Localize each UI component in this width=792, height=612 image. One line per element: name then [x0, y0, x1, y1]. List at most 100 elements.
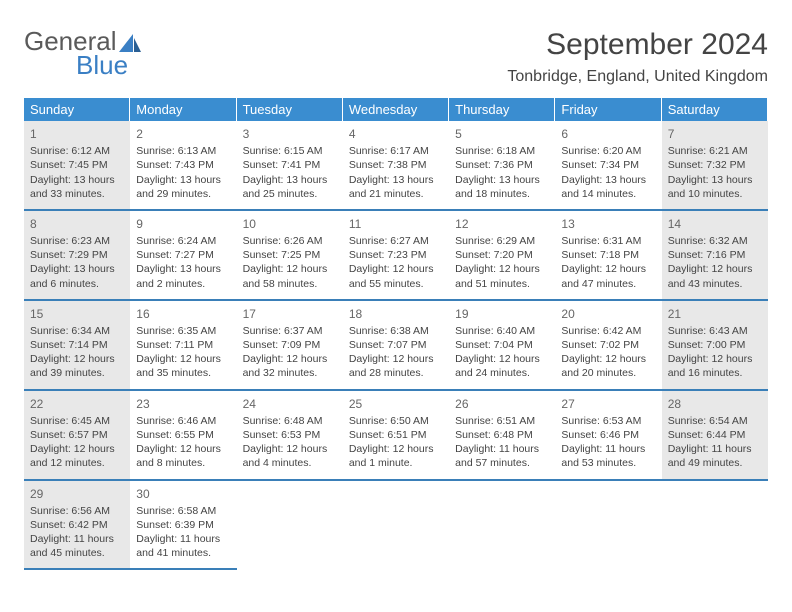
day-number: 1 [30, 126, 124, 142]
day-detail: Daylight: 13 hours [455, 173, 549, 187]
day-detail: and 29 minutes. [136, 187, 230, 201]
day-detail: and 25 minutes. [243, 187, 337, 201]
calendar-cell: 1Sunrise: 6:12 AMSunset: 7:45 PMDaylight… [24, 121, 130, 211]
day-detail: Daylight: 12 hours [243, 262, 337, 276]
day-detail: Sunset: 6:46 PM [561, 428, 655, 442]
day-number: 29 [30, 486, 124, 502]
day-number: 30 [136, 486, 230, 502]
calendar-cell: 13Sunrise: 6:31 AMSunset: 7:18 PMDayligh… [555, 211, 661, 301]
day-detail: Sunrise: 6:13 AM [136, 144, 230, 158]
day-detail: and 16 minutes. [668, 366, 762, 380]
day-detail: and 43 minutes. [668, 277, 762, 291]
day-detail: and 58 minutes. [243, 277, 337, 291]
day-detail: and 4 minutes. [243, 456, 337, 470]
calendar-cell: 20Sunrise: 6:42 AMSunset: 7:02 PMDayligh… [555, 301, 661, 391]
day-detail: Sunrise: 6:21 AM [668, 144, 762, 158]
calendar-cell: 2Sunrise: 6:13 AMSunset: 7:43 PMDaylight… [130, 121, 236, 211]
day-detail: Sunrise: 6:54 AM [668, 414, 762, 428]
day-detail: Daylight: 12 hours [455, 262, 549, 276]
day-detail: Sunrise: 6:50 AM [349, 414, 443, 428]
day-detail: Daylight: 12 hours [668, 262, 762, 276]
day-number: 6 [561, 126, 655, 142]
day-number: 5 [455, 126, 549, 142]
day-detail: Sunset: 7:18 PM [561, 248, 655, 262]
calendar-cell: 27Sunrise: 6:53 AMSunset: 6:46 PMDayligh… [555, 391, 661, 481]
day-detail: and 49 minutes. [668, 456, 762, 470]
day-detail: and 32 minutes. [243, 366, 337, 380]
day-detail: Daylight: 13 hours [30, 173, 124, 187]
day-detail: Daylight: 13 hours [136, 262, 230, 276]
day-detail: Daylight: 13 hours [561, 173, 655, 187]
empty-cell [449, 481, 555, 571]
day-detail: Sunset: 7:02 PM [561, 338, 655, 352]
day-detail: Daylight: 13 hours [243, 173, 337, 187]
day-detail: Sunset: 7:29 PM [30, 248, 124, 262]
day-detail: and 28 minutes. [349, 366, 443, 380]
day-detail: Sunset: 7:11 PM [136, 338, 230, 352]
day-detail: and 39 minutes. [30, 366, 124, 380]
day-detail: and 51 minutes. [455, 277, 549, 291]
day-number: 12 [455, 216, 549, 232]
day-detail: Sunrise: 6:31 AM [561, 234, 655, 248]
day-detail: Daylight: 11 hours [561, 442, 655, 456]
calendar-cell: 3 Sunrise: 6:15 AMSunset: 7:41 PMDaylight… [237, 121, 343, 211]
day-number: 3 [243, 126, 337, 142]
day-detail: Daylight: 11 hours [30, 532, 124, 546]
day-detail: Sunset: 6:51 PM [349, 428, 443, 442]
day-detail: Daylight: 13 hours [136, 173, 230, 187]
day-detail: Sunrise: 6:15 AM [243, 144, 337, 158]
day-detail: Sunrise: 6:35 AM [136, 324, 230, 338]
day-detail: and 14 minutes. [561, 187, 655, 201]
calendar-cell: 23Sunrise: 6:46 AMSunset: 6:55 PMDayligh… [130, 391, 236, 481]
day-number: 28 [668, 396, 762, 412]
day-detail: Daylight: 11 hours [136, 532, 230, 546]
calendar-cell: 21Sunrise: 6:43 AMSunset: 7:00 PMDayligh… [662, 301, 768, 391]
day-detail: Sunset: 7:41 PM [243, 158, 337, 172]
day-detail: Sunset: 6:42 PM [30, 518, 124, 532]
day-detail: Sunset: 6:39 PM [136, 518, 230, 532]
day-number: 14 [668, 216, 762, 232]
day-detail: and 8 minutes. [136, 456, 230, 470]
day-detail: Sunrise: 6:48 AM [243, 414, 337, 428]
calendar-cell: 16Sunrise: 6:35 AMSunset: 7:11 PMDayligh… [130, 301, 236, 391]
day-detail: Sunrise: 6:45 AM [30, 414, 124, 428]
day-detail: Sunset: 7:16 PM [668, 248, 762, 262]
day-detail: Daylight: 12 hours [136, 352, 230, 366]
day-detail: and 2 minutes. [136, 277, 230, 291]
day-detail: and 53 minutes. [561, 456, 655, 470]
day-number: 26 [455, 396, 549, 412]
day-detail: Daylight: 13 hours [668, 173, 762, 187]
empty-cell [237, 481, 343, 571]
day-number: 23 [136, 396, 230, 412]
month-title: September 2024 [507, 28, 768, 62]
day-detail: Sunset: 7:38 PM [349, 158, 443, 172]
day-detail: Sunrise: 6:23 AM [30, 234, 124, 248]
day-detail: and 47 minutes. [561, 277, 655, 291]
calendar-cell: 11Sunrise: 6:27 AMSunset: 7:23 PMDayligh… [343, 211, 449, 301]
calendar-cell: 19Sunrise: 6:40 AMSunset: 7:04 PMDayligh… [449, 301, 555, 391]
day-detail: Sunset: 6:48 PM [455, 428, 549, 442]
day-detail: Daylight: 11 hours [455, 442, 549, 456]
day-detail: Daylight: 12 hours [561, 352, 655, 366]
day-number: 18 [349, 306, 443, 322]
calendar-cell: 7Sunrise: 6:21 AMSunset: 7:32 PMDaylight… [662, 121, 768, 211]
day-detail: Sunset: 7:25 PM [243, 248, 337, 262]
day-detail: and 45 minutes. [30, 546, 124, 560]
day-detail: Sunrise: 6:51 AM [455, 414, 549, 428]
day-detail: Sunrise: 6:12 AM [30, 144, 124, 158]
day-detail: and 1 minute. [349, 456, 443, 470]
day-detail: Sunrise: 6:18 AM [455, 144, 549, 158]
calendar-cell: 5Sunrise: 6:18 AMSunset: 7:36 PMDaylight… [449, 121, 555, 211]
calendar-cell: 15Sunrise: 6:34 AMSunset: 7:14 PMDayligh… [24, 301, 130, 391]
day-detail: and 20 minutes. [561, 366, 655, 380]
day-number: 8 [30, 216, 124, 232]
calendar-cell: 17Sunrise: 6:37 AMSunset: 7:09 PMDayligh… [237, 301, 343, 391]
location: Tonbridge, England, United Kingdom [507, 68, 768, 86]
logo: General Blue [24, 28, 141, 78]
day-detail: Sunrise: 6:37 AM [243, 324, 337, 338]
calendar-cell: 10Sunrise: 6:26 AMSunset: 7:25 PMDayligh… [237, 211, 343, 301]
day-detail: Sunrise: 6:40 AM [455, 324, 549, 338]
day-detail: Daylight: 12 hours [349, 262, 443, 276]
day-detail: Sunrise: 6:34 AM [30, 324, 124, 338]
day-detail: Sunset: 7:09 PM [243, 338, 337, 352]
